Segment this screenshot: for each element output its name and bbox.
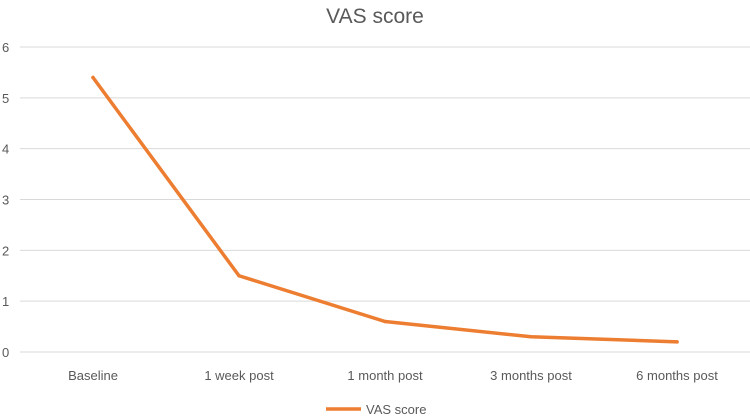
data-point [383,319,387,324]
x-tick-label: 1 month post [347,368,423,383]
x-tick-label: 6 months post [636,368,718,383]
data-point [91,75,95,80]
chart-title: VAS score [326,5,424,28]
y-tick-label: 4 [2,142,9,157]
y-tick-label: 5 [2,91,9,106]
y-tick-label: 1 [2,294,9,309]
gridlines [20,46,750,353]
series-line-vas-score [91,75,679,344]
y-tick-label: 3 [2,193,9,208]
legend: VAS score [326,402,426,416]
y-tick-label: 2 [2,243,9,258]
y-tick-label: 0 [2,345,9,360]
data-point [529,335,533,339]
x-tick-label: 1 week post [204,368,274,383]
data-point [237,274,241,278]
x-axis-ticks: Baseline 1 week post 1 month post 3 months … [68,368,718,383]
x-tick-label: 3 months post [490,368,572,383]
series-lines [91,75,679,344]
y-axis-ticks: 0 1 2 3 4 5 6 [2,40,9,360]
y-tick-label: 6 [2,40,9,55]
data-point [675,340,679,344]
legend-label-vas-score: VAS score [366,402,426,416]
x-tick-label: Baseline [68,368,118,383]
